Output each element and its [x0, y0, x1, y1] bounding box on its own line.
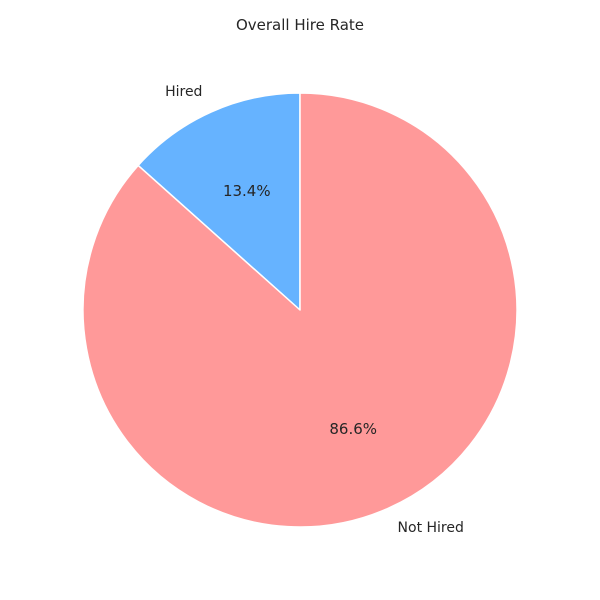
chart-title: Overall Hire Rate [236, 16, 364, 34]
slice-category-label: Hired [165, 84, 202, 100]
pie-slices [82, 92, 518, 528]
slice-percent-label: 86.6% [329, 420, 377, 438]
pie-labels: 13.4% Hired 86.6% Not Hired [165, 84, 464, 536]
slice-percent-label: 13.4% [223, 182, 271, 200]
pie-slice-hired [137, 92, 301, 311]
pie-slice-not-hired [82, 92, 518, 528]
slice-category-label: Not Hired [398, 520, 464, 536]
